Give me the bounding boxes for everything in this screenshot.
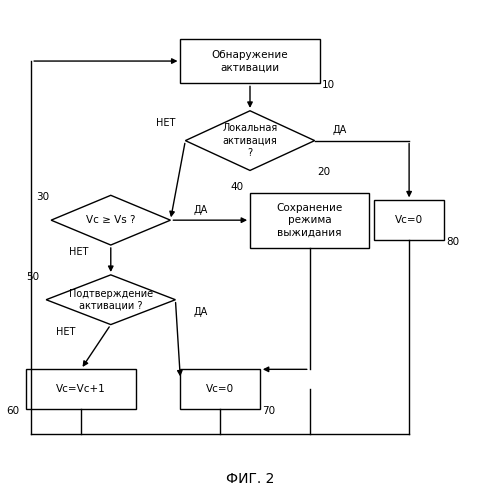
Text: НЕТ: НЕТ xyxy=(156,118,175,128)
Text: Подтверждение
активации ?: Подтверждение активации ? xyxy=(68,288,153,311)
Text: 20: 20 xyxy=(317,168,330,177)
FancyBboxPatch shape xyxy=(180,38,320,84)
Text: 80: 80 xyxy=(446,237,460,247)
Text: 10: 10 xyxy=(322,80,335,90)
Text: 60: 60 xyxy=(6,406,20,416)
FancyBboxPatch shape xyxy=(374,200,444,240)
Text: НЕТ: НЕТ xyxy=(69,247,88,257)
Text: Vc=Vc+1: Vc=Vc+1 xyxy=(56,384,106,394)
Text: ФИГ. 2: ФИГ. 2 xyxy=(226,472,274,486)
Polygon shape xyxy=(51,196,171,245)
FancyBboxPatch shape xyxy=(250,193,370,248)
Text: ДА: ДА xyxy=(193,306,208,316)
Text: Обнаружение
активации: Обнаружение активации xyxy=(212,50,288,72)
FancyBboxPatch shape xyxy=(26,370,136,409)
Text: ДА: ДА xyxy=(193,204,208,214)
Text: 50: 50 xyxy=(26,272,40,282)
Polygon shape xyxy=(186,111,314,170)
FancyBboxPatch shape xyxy=(180,370,260,409)
Text: 70: 70 xyxy=(262,406,276,416)
Text: 30: 30 xyxy=(36,192,50,202)
Polygon shape xyxy=(46,275,176,324)
Text: ДА: ДА xyxy=(332,125,346,135)
Text: Локальная
активация
?: Локальная активация ? xyxy=(222,123,278,158)
Text: НЕТ: НЕТ xyxy=(56,326,76,336)
Text: Vc=0: Vc=0 xyxy=(395,215,423,225)
Text: 40: 40 xyxy=(230,182,243,192)
Text: Vc ≥ Vs ?: Vc ≥ Vs ? xyxy=(86,215,136,225)
Text: Сохранение
режима
выжидания: Сохранение режима выжидания xyxy=(276,203,343,237)
Text: Vc=0: Vc=0 xyxy=(206,384,234,394)
